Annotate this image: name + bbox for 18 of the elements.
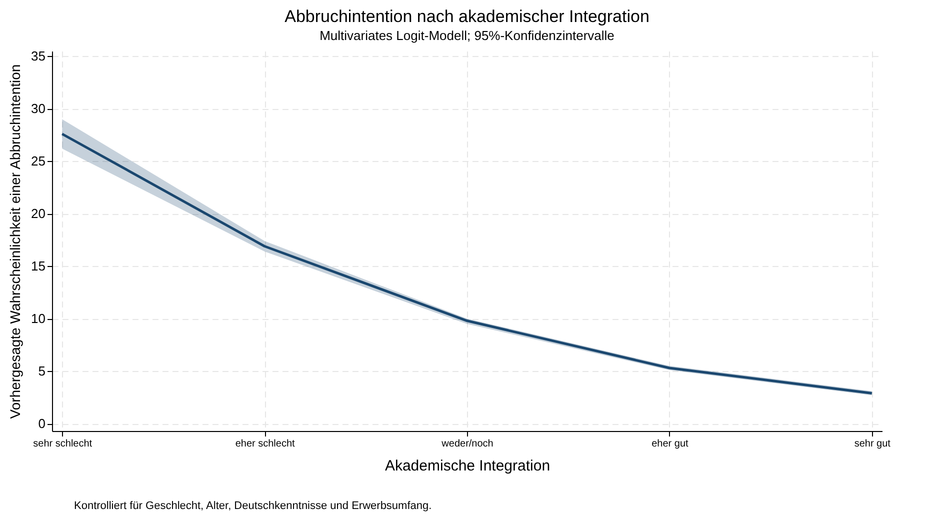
y-tick-label: 0 xyxy=(38,416,46,432)
chart-title: Abbruchintention nach akademischer Integration xyxy=(284,7,650,26)
x-tick-label: sehr schlecht xyxy=(33,438,92,450)
x-tick-label: eher schlecht xyxy=(235,438,296,450)
y-tick-label: 35 xyxy=(31,48,46,64)
y-tick-label: 5 xyxy=(38,364,46,379)
chart-subtitle: Multivariates Logit-Modell; 95%-Konfidenzintervalle xyxy=(320,28,614,44)
x-tick-label: weder/noch xyxy=(440,438,494,450)
y-tick-label: 30 xyxy=(31,101,46,116)
y-tick-label: 10 xyxy=(31,311,46,326)
y-tick-label: 20 xyxy=(31,206,46,222)
y-axis-title: Vorhergesagte Wahrscheinlichkeit einer Abbruchintention xyxy=(7,64,24,419)
text: Kontrolliert für Geschlecht, Alter, Deutschkenntnisse und Erwerbsumfang. xyxy=(74,500,432,512)
x-tick-label: sehr gut xyxy=(854,438,891,450)
y-tick-label: 15 xyxy=(31,258,46,274)
x-axis-title: Akademische Integration xyxy=(384,458,550,474)
x-tick-label: eher gut xyxy=(652,438,689,450)
y-tick-label: 25 xyxy=(31,154,46,169)
